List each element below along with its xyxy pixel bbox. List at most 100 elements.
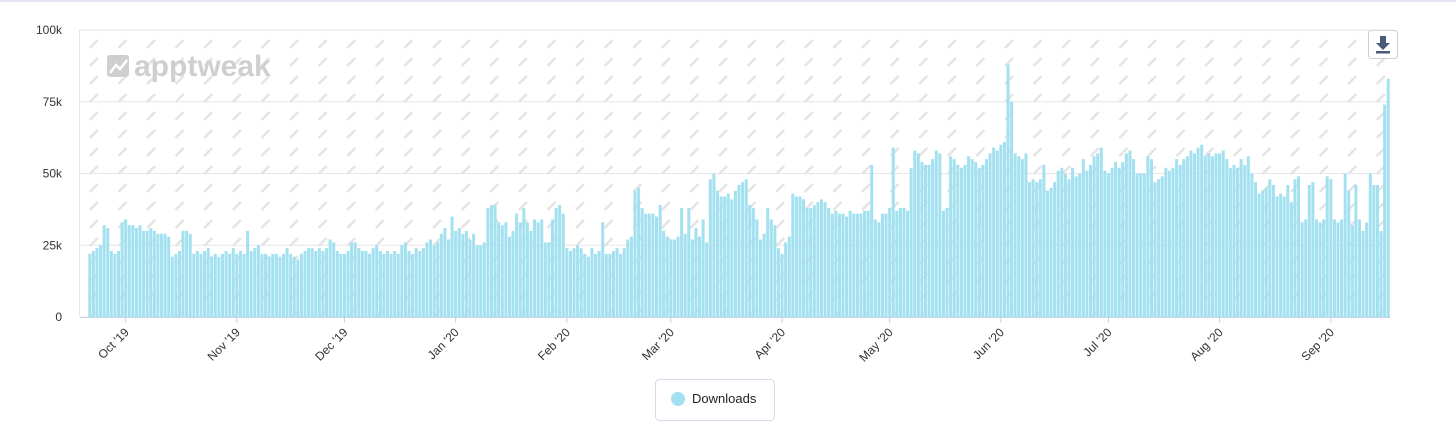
bar bbox=[439, 233, 443, 317]
x-tick-label: Jul '20 bbox=[1080, 325, 1114, 359]
bar bbox=[873, 219, 877, 317]
bar bbox=[694, 228, 698, 317]
bar bbox=[1239, 159, 1243, 317]
bar bbox=[1297, 176, 1301, 317]
y-tick-label: 25k bbox=[43, 238, 63, 252]
bar bbox=[859, 213, 863, 317]
bar bbox=[1153, 182, 1157, 317]
bar bbox=[597, 250, 601, 317]
bar bbox=[1236, 167, 1240, 317]
bar bbox=[206, 248, 210, 317]
bar bbox=[199, 253, 203, 317]
bar bbox=[751, 207, 755, 317]
bar bbox=[615, 248, 619, 317]
bar bbox=[210, 256, 214, 317]
bar bbox=[672, 239, 676, 317]
bar bbox=[203, 250, 207, 317]
bar bbox=[396, 253, 400, 317]
bar bbox=[145, 230, 149, 317]
bar bbox=[1383, 104, 1387, 318]
bar bbox=[698, 236, 702, 317]
bar bbox=[1282, 196, 1286, 317]
bar bbox=[325, 248, 329, 317]
bar bbox=[665, 236, 669, 317]
bar bbox=[1132, 159, 1136, 317]
bar bbox=[1063, 173, 1067, 317]
watermark: apptweak bbox=[134, 50, 271, 83]
bar bbox=[346, 250, 350, 317]
bar bbox=[1106, 173, 1110, 317]
bar bbox=[1171, 167, 1175, 317]
bar bbox=[1157, 179, 1161, 317]
bar bbox=[457, 228, 461, 317]
bar bbox=[1017, 156, 1021, 317]
bar bbox=[378, 250, 382, 317]
bar bbox=[737, 184, 741, 317]
bar bbox=[525, 222, 529, 317]
bar bbox=[500, 225, 504, 317]
bar bbox=[1060, 167, 1064, 317]
bar bbox=[1386, 78, 1390, 317]
bar bbox=[1189, 150, 1193, 317]
bar bbox=[127, 225, 131, 317]
bar bbox=[1002, 141, 1006, 317]
bar bbox=[421, 248, 425, 317]
bar bbox=[748, 205, 752, 317]
bar bbox=[403, 242, 407, 317]
bar bbox=[192, 253, 196, 317]
bar bbox=[1311, 182, 1315, 317]
bar bbox=[594, 253, 598, 317]
bar bbox=[891, 147, 895, 317]
bar bbox=[299, 253, 303, 317]
bar bbox=[1178, 164, 1182, 317]
bar bbox=[1261, 190, 1265, 317]
bar bbox=[730, 199, 734, 317]
bar bbox=[1218, 153, 1222, 317]
bar bbox=[1028, 182, 1032, 317]
bar bbox=[507, 236, 511, 317]
y-tick-label: 75k bbox=[43, 95, 63, 109]
bar bbox=[1096, 153, 1100, 317]
x-tick-label: Nov '19 bbox=[205, 325, 244, 364]
bar bbox=[181, 230, 185, 317]
bar bbox=[626, 239, 630, 317]
bar bbox=[1053, 182, 1057, 317]
legend[interactable]: Downloads bbox=[655, 379, 775, 421]
bar bbox=[1368, 173, 1372, 317]
bar bbox=[375, 245, 379, 317]
download-button[interactable] bbox=[1368, 30, 1398, 59]
bar bbox=[1035, 182, 1039, 317]
bar bbox=[1340, 219, 1344, 317]
bar bbox=[1038, 179, 1042, 317]
bar bbox=[1361, 230, 1365, 317]
bar bbox=[841, 213, 845, 317]
bar bbox=[586, 256, 590, 317]
bar bbox=[533, 219, 537, 317]
bar bbox=[583, 253, 587, 317]
bar bbox=[303, 250, 307, 317]
bar bbox=[863, 210, 867, 317]
x-tick-label: Sep '20 bbox=[1299, 325, 1338, 364]
bar bbox=[880, 213, 884, 317]
bar bbox=[906, 210, 910, 317]
bar bbox=[1114, 162, 1118, 317]
bar bbox=[938, 153, 942, 317]
x-tick-label: Aug '20 bbox=[1187, 325, 1226, 364]
bar bbox=[1253, 182, 1258, 317]
bar bbox=[888, 207, 892, 317]
bar bbox=[676, 236, 680, 317]
bar bbox=[249, 250, 253, 317]
bar bbox=[687, 207, 691, 317]
legend-label: Downloads bbox=[692, 391, 757, 406]
bar bbox=[109, 250, 113, 317]
bar bbox=[1193, 153, 1197, 317]
bar bbox=[479, 245, 483, 317]
bar bbox=[332, 242, 336, 317]
bar bbox=[493, 205, 497, 317]
bar bbox=[1286, 184, 1290, 317]
bar bbox=[163, 233, 167, 317]
bar bbox=[213, 253, 217, 317]
bar bbox=[167, 236, 171, 317]
bar bbox=[1010, 101, 1014, 317]
